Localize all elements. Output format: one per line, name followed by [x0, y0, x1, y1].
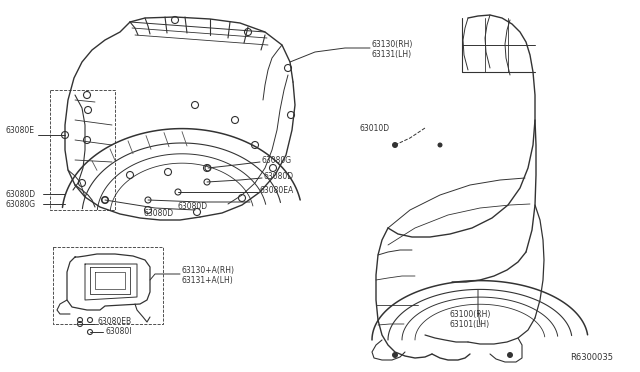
Circle shape — [438, 142, 442, 148]
Text: 63101(LH): 63101(LH) — [450, 320, 490, 328]
Text: 63080D: 63080D — [178, 202, 208, 211]
Text: 63080I: 63080I — [105, 327, 131, 336]
Text: 63131+A(LH): 63131+A(LH) — [182, 276, 234, 285]
Text: 63131(LH): 63131(LH) — [372, 49, 412, 58]
Text: 63100(RH): 63100(RH) — [450, 310, 492, 318]
Text: 63080D: 63080D — [144, 208, 174, 218]
Text: R6300035: R6300035 — [570, 353, 613, 362]
Text: 63010D: 63010D — [360, 124, 390, 132]
Text: 63080D: 63080D — [5, 189, 35, 199]
Text: 63080EA: 63080EA — [260, 186, 294, 195]
Circle shape — [392, 142, 398, 148]
Text: 63080G: 63080G — [262, 155, 292, 164]
Text: 63130(RH): 63130(RH) — [372, 39, 413, 48]
Text: 63080EB: 63080EB — [97, 317, 131, 327]
Text: 63080G: 63080G — [5, 199, 35, 208]
Text: 63080E: 63080E — [5, 125, 34, 135]
Circle shape — [392, 352, 398, 358]
Text: 63130+A(RH): 63130+A(RH) — [182, 266, 235, 275]
Circle shape — [507, 352, 513, 358]
Text: 63080D: 63080D — [264, 171, 294, 180]
